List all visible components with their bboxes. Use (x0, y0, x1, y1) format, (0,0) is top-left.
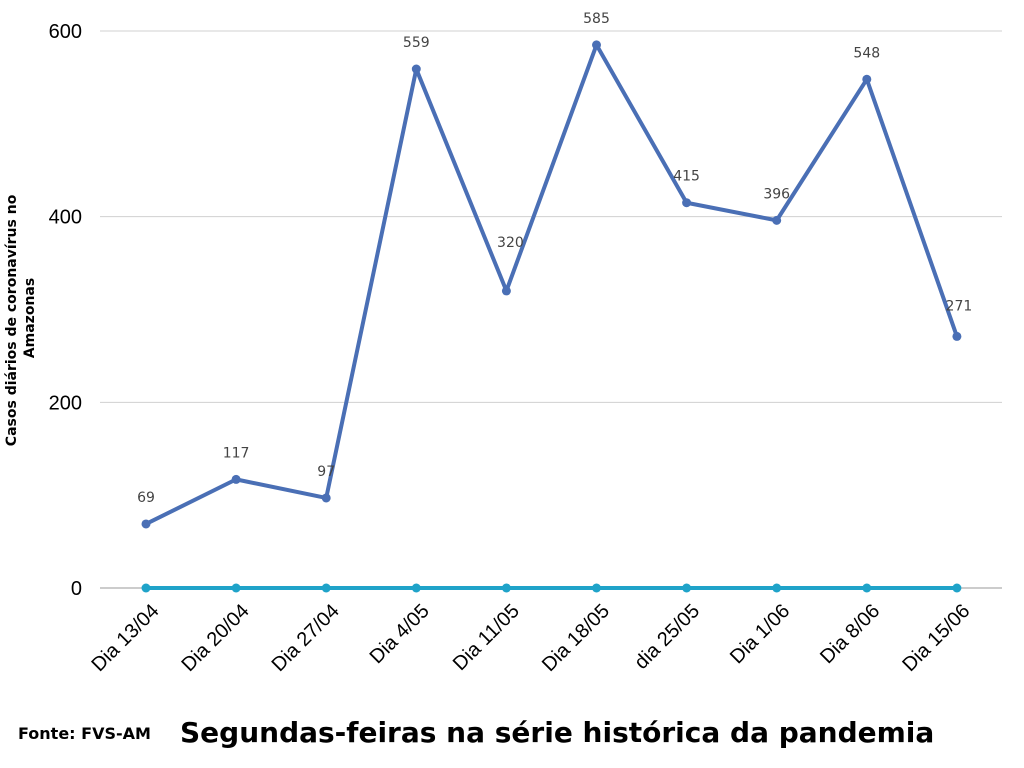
series-1-line (145, 42, 959, 526)
y-tick-label: 0 (71, 578, 82, 600)
series-2-point (411, 583, 421, 593)
series-1-point (952, 331, 962, 341)
y-tick-labels: 0 200 400 600 (49, 21, 82, 600)
y-axis-label-line-1: Casos diários de coronavírus no (4, 194, 20, 446)
series-2-point (231, 583, 241, 593)
series-1-point (772, 215, 782, 225)
x-tick-label: Dia 15/06 (898, 600, 974, 676)
series-1-point (862, 74, 872, 84)
series-1-point (411, 64, 421, 74)
series-2-point (772, 583, 782, 593)
data-label: 396 (763, 186, 790, 202)
grid-lines (100, 30, 1002, 589)
x-tick-label: Dia 11/05 (449, 600, 524, 675)
series-2-point (321, 583, 331, 593)
y-axis-label: Casos diários de coronavírus no Amazonas (4, 190, 38, 446)
series-2-point (682, 583, 692, 593)
chart-title: Segundas-feiras na série histórica da pa… (180, 716, 935, 749)
series-lines (141, 40, 962, 593)
source-label: Fonte: FVS-AM (18, 724, 151, 743)
data-label: 415 (673, 169, 700, 185)
y-tick-label: 200 (49, 392, 82, 414)
series-2-point (952, 583, 962, 593)
data-label: 548 (853, 45, 880, 61)
data-label: 117 (223, 445, 250, 461)
series-1-point (141, 519, 151, 529)
data-label: 69 (137, 490, 155, 506)
x-tick-label: Dia 27/04 (268, 600, 344, 676)
series-2-point (501, 583, 511, 593)
series-1-point (231, 474, 241, 484)
series-1-point (592, 40, 601, 50)
series-2-point (141, 583, 151, 593)
x-tick-label: Dia 4/05 (366, 600, 434, 668)
data-label: 97 (317, 464, 335, 480)
y-tick-label: 400 (49, 207, 82, 229)
series-1-point (682, 198, 692, 208)
data-label: 559 (403, 35, 430, 51)
x-tick-label: Dia 20/04 (178, 600, 254, 676)
x-tick-labels: Dia 13/04 Dia 20/04 Dia 27/04 Dia 4/05 Dia 1… (87, 600, 974, 676)
data-labels: 69 117 97 559 320 585 415 396 548 271 (137, 11, 972, 506)
series-1-point (321, 493, 331, 503)
data-label: 320 (497, 235, 524, 251)
series-2-point (592, 583, 601, 593)
data-label: 271 (946, 298, 973, 314)
x-tick-label: dia 25/05 (630, 600, 704, 674)
x-tick-label: Dia 8/06 (816, 600, 884, 668)
series-1-point (501, 286, 511, 296)
y-axis-label-line-2: Amazonas (22, 278, 38, 358)
x-tick-label: Dia 1/06 (726, 600, 794, 668)
y-tick-label: 600 (49, 21, 82, 43)
x-tick-label: Dia 18/05 (538, 600, 614, 676)
data-label: 585 (583, 11, 610, 27)
x-tick-label: Dia 13/04 (87, 600, 163, 676)
series-2-point (862, 583, 872, 593)
